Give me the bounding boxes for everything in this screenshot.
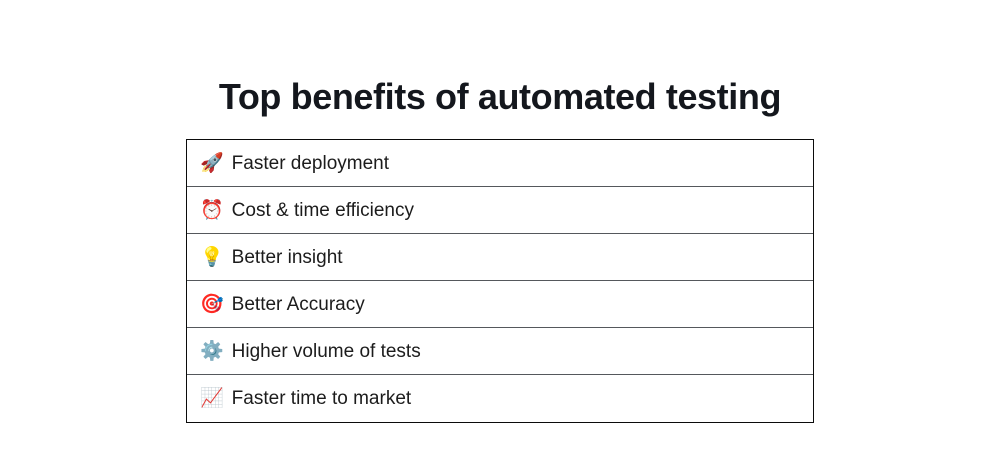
benefit-row: ⏰ Cost & time efficiency <box>187 187 813 234</box>
benefit-row: 🎯 Better Accuracy <box>187 281 813 328</box>
page-title: Top benefits of automated testing <box>218 76 782 118</box>
benefit-row: ⚙️ Higher volume of tests <box>187 328 813 375</box>
light-bulb-icon: 💡 <box>200 246 224 268</box>
benefit-label: Faster deployment <box>231 152 390 174</box>
rocket-icon: 🚀 <box>200 152 224 174</box>
benefit-label: Better insight <box>231 246 343 268</box>
benefit-row: 📈 Faster time to market <box>187 375 813 422</box>
benefit-row: 🚀 Faster deployment <box>187 140 813 187</box>
benefits-table: 🚀 Faster deployment ⏰ Cost & time efficienc… <box>186 139 814 423</box>
chart-increasing-icon: 📈 <box>200 388 224 409</box>
benefit-label: Faster time to market <box>231 388 412 409</box>
benefit-label: Higher volume of tests <box>231 340 421 362</box>
alarm-clock-icon: ⏰ <box>200 199 224 221</box>
benefit-row: 💡 Better insight <box>187 234 813 281</box>
gear-icon: ⚙️ <box>200 340 224 362</box>
benefit-label: Cost & time efficiency <box>231 199 414 221</box>
benefit-label: Better Accuracy <box>231 293 365 315</box>
dart-target-icon: 🎯 <box>200 293 224 315</box>
